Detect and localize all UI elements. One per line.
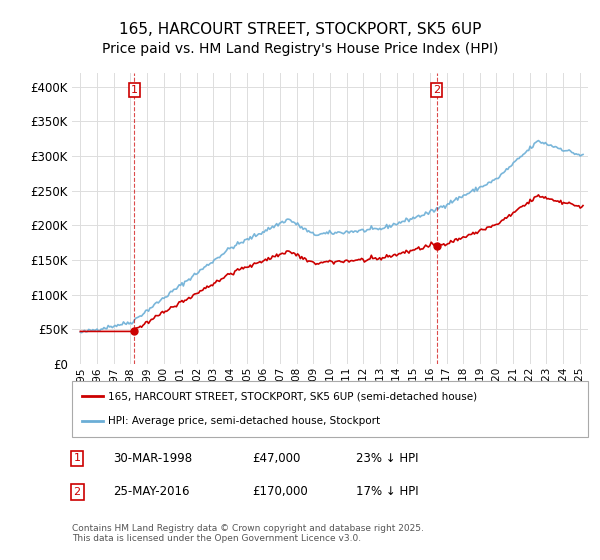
Text: Contains HM Land Registry data © Crown copyright and database right 2025.
This d: Contains HM Land Registry data © Crown c… (72, 524, 424, 543)
FancyBboxPatch shape (72, 381, 588, 437)
Text: £170,000: £170,000 (253, 486, 308, 498)
Text: 1: 1 (131, 85, 138, 95)
Text: 165, HARCOURT STREET, STOCKPORT, SK5 6UP: 165, HARCOURT STREET, STOCKPORT, SK5 6UP (119, 22, 481, 38)
Text: HPI: Average price, semi-detached house, Stockport: HPI: Average price, semi-detached house,… (108, 416, 380, 426)
Text: 2: 2 (433, 85, 440, 95)
Text: 30-MAR-1998: 30-MAR-1998 (113, 452, 193, 465)
Text: 1: 1 (74, 454, 80, 464)
Text: 17% ↓ HPI: 17% ↓ HPI (356, 486, 418, 498)
Text: 165, HARCOURT STREET, STOCKPORT, SK5 6UP (semi-detached house): 165, HARCOURT STREET, STOCKPORT, SK5 6UP… (108, 391, 477, 402)
Text: 25-MAY-2016: 25-MAY-2016 (113, 486, 190, 498)
Text: £47,000: £47,000 (253, 452, 301, 465)
Text: 23% ↓ HPI: 23% ↓ HPI (356, 452, 418, 465)
Text: Price paid vs. HM Land Registry's House Price Index (HPI): Price paid vs. HM Land Registry's House … (102, 42, 498, 56)
Text: 2: 2 (74, 487, 81, 497)
